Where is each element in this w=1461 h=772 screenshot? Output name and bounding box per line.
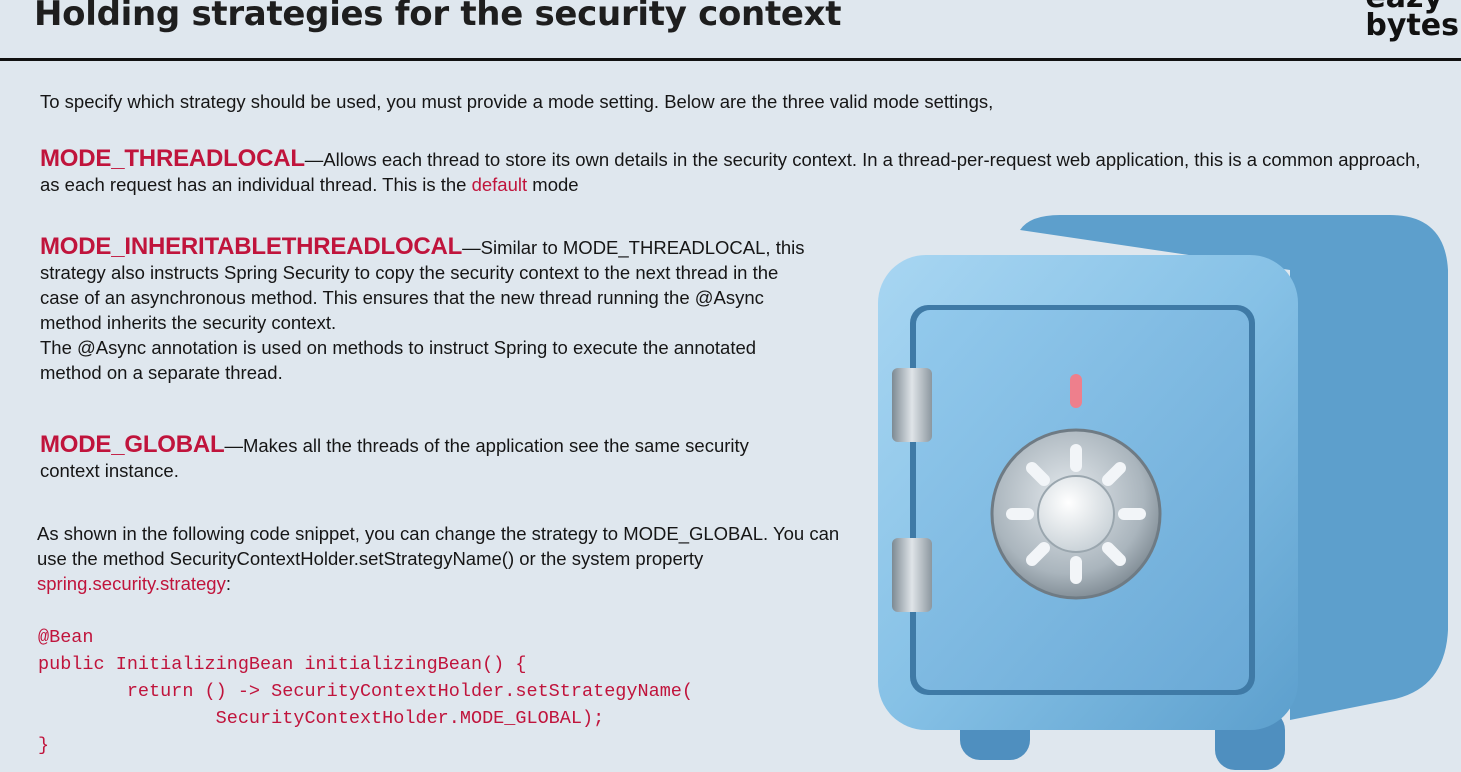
code-line: @Bean <box>38 627 94 648</box>
mode-description: Makes all the threads of the application… <box>40 435 749 481</box>
code-line: return () -> SecurityContextHolder.setSt… <box>38 681 694 702</box>
mode-name: MODE_GLOBAL <box>40 431 225 458</box>
safe-side <box>1020 215 1448 720</box>
property-highlight: spring.security.strategy <box>37 573 226 594</box>
hinge-icon <box>892 368 932 442</box>
mode-dash: — <box>462 237 481 258</box>
eazybytes-logo: eazy bytes <box>1365 0 1459 43</box>
mode-inheritable-paragraph: MODE_INHERITABLETHREADLOCAL—Similar to M… <box>40 234 805 385</box>
logo-line-1: eazy <box>1365 0 1459 13</box>
outro-paragraph: As shown in the following code snippet, … <box>37 521 867 596</box>
mode-dash: — <box>224 435 243 456</box>
mode-threadlocal-paragraph: MODE_THREADLOCAL—Allows each thread to s… <box>40 146 1440 197</box>
mode-name: MODE_THREADLOCAL <box>40 145 305 172</box>
async-note: The @Async annotation is used on methods… <box>40 337 757 383</box>
title-divider <box>0 58 1461 61</box>
logo-line-2: bytes <box>1365 8 1459 43</box>
dial-knob-icon <box>1037 475 1115 553</box>
default-highlight: default <box>471 174 528 195</box>
outro-text: As shown in the following code snippet, … <box>37 523 840 569</box>
mode-global-paragraph: MODE_GLOBAL—Makes all the threads of the… <box>40 432 780 483</box>
mode-description: Allows each thread to store its own deta… <box>40 149 1421 195</box>
outro-colon: : <box>225 573 231 594</box>
dial-marker-icon <box>1070 374 1082 408</box>
hinge-icon <box>892 538 932 612</box>
slide-title: Holding strategies for the security cont… <box>34 0 842 34</box>
mode-description-end: mode <box>527 174 579 195</box>
mode-description: Similar to MODE_THREADLOCAL, this strate… <box>40 237 805 333</box>
mode-name: MODE_INHERITABLETHREADLOCAL <box>40 233 463 260</box>
code-line: public InitializingBean initializingBean… <box>38 654 527 675</box>
mode-dash: — <box>304 149 324 170</box>
code-line: } <box>38 735 50 756</box>
code-line: SecurityContextHolder.MODE_GLOBAL); <box>38 708 605 729</box>
dial-tick-marks <box>1006 444 1146 584</box>
intro-paragraph: To specify which strategy should be used… <box>40 91 994 112</box>
safe-illustration <box>878 215 1448 770</box>
code-snippet: @Bean public InitializingBean initializin… <box>38 624 693 759</box>
